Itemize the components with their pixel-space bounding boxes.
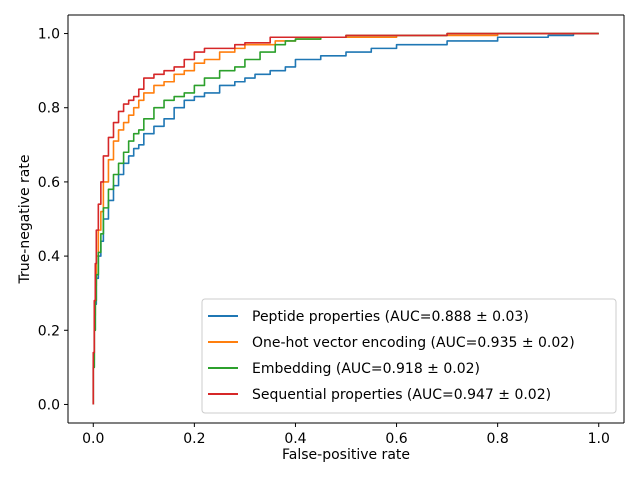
series-line-3: [92, 32, 599, 405]
legend-box: [201, 298, 617, 414]
legend-entry-3: Sequential properties (AUC=0.947 ± 0.02): [252, 387, 551, 403]
y-axis-ticks: 0.0 0.2 0.4 0.6 0.8 1.0: [38, 27, 68, 413]
y-axis-label: True-negative rate: [17, 155, 33, 285]
y-tick-label: 0.0: [38, 397, 60, 413]
y-tick-label: 1.0: [38, 27, 60, 43]
x-tick-label: 1.0: [588, 431, 610, 447]
x-tick-label: 0.4: [284, 431, 306, 447]
x-axis-ticks: 0.0 0.2 0.4 0.6 0.8 1.0: [82, 423, 610, 447]
x-tick-label: 0.8: [487, 431, 509, 447]
x-tick-label: 0.0: [82, 431, 104, 447]
y-tick-label: 0.4: [38, 249, 60, 265]
axes-frame: [67, 14, 625, 424]
legend-entry-2: Embedding (AUC=0.918 ± 0.02): [252, 361, 480, 377]
series-layer: [92, 32, 599, 405]
legend-entry-0: Peptide properties (AUC=0.888 ± 0.03): [252, 309, 529, 325]
legend: Peptide properties (AUC=0.888 ± 0.03) One…: [201, 298, 617, 414]
y-tick-label: 0.8: [38, 101, 60, 117]
x-axis-label: False-positive rate: [282, 447, 410, 463]
legend-entry-1: One-hot vector encoding (AUC=0.935 ± 0.0…: [252, 335, 575, 351]
x-tick-label: 0.2: [183, 431, 205, 447]
series-line-2: [92, 32, 599, 405]
y-tick-label: 0.2: [38, 323, 60, 339]
y-tick-label: 0.6: [38, 175, 60, 191]
x-tick-label: 0.6: [385, 431, 407, 447]
